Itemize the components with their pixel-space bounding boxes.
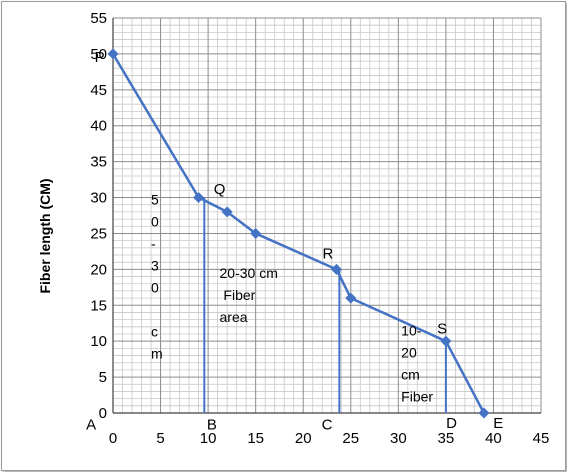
point-label: R (323, 246, 334, 263)
point-label: S (437, 320, 447, 337)
point-labels: P Q R S A B C D E (86, 49, 503, 434)
annotation-line: 0 (151, 280, 159, 296)
x-tick-label: 10 (200, 430, 217, 447)
annotations: 5 0 - 3 0 c m 20-30 cm Fiber area 10- 20 cm Fiber (151, 192, 433, 405)
y-tick-label: 15 (90, 297, 107, 314)
major-grid (112, 17, 542, 414)
data-point (440, 335, 452, 347)
x-tick-label: 5 (156, 430, 164, 447)
y-tick-label: 10 (90, 333, 107, 350)
x-tick-label: 15 (247, 430, 264, 447)
data-point (331, 263, 343, 275)
annotation-line: 5 (151, 192, 159, 208)
y-tick-label: 50 (90, 46, 107, 63)
x-tick-label: 40 (485, 430, 502, 447)
x-tick-label: 25 (342, 430, 359, 447)
data-point (478, 407, 490, 419)
annotation-line: area (220, 309, 248, 325)
annotation: 20-30 cm Fiber area (220, 265, 278, 325)
annotation-line: 0 (151, 214, 159, 230)
data-point (193, 192, 205, 204)
point-label: P (95, 49, 105, 66)
point-label: E (493, 415, 503, 432)
y-tick-label: 25 (90, 225, 107, 242)
point-label: B (207, 416, 217, 433)
x-tick-label: 30 (390, 430, 407, 447)
axes (112, 18, 541, 414)
annotation-line: 3 (151, 258, 159, 274)
annotation-line: - (151, 236, 156, 252)
y-tick-label: 35 (90, 154, 107, 171)
x-tick-label: 35 (438, 430, 455, 447)
point-label: Q (214, 181, 226, 198)
point-label: A (86, 416, 96, 433)
x-tick-label: 0 (109, 430, 117, 447)
y-tick-label: 0 (99, 405, 107, 422)
y-tick-label: 5 (99, 369, 107, 386)
annotation-line: Fiber (220, 287, 256, 303)
data-series (107, 48, 490, 419)
data-point (221, 206, 233, 218)
annotation-line (151, 302, 155, 318)
annotation-line: cm (401, 366, 420, 382)
annotation-line: Fiber (401, 388, 433, 404)
x-tick-label: 20 (295, 430, 312, 447)
annotation: 10- 20 cm Fiber (401, 322, 433, 404)
y-tick-label: 30 (90, 190, 107, 207)
data-point (250, 227, 262, 239)
point-label: C (322, 416, 333, 433)
data-point (107, 48, 119, 60)
y-tick-label: 45 (90, 82, 107, 99)
minor-grid (113, 18, 541, 413)
annotation-line: c (151, 324, 158, 340)
y-tick-label: 20 (90, 261, 107, 278)
drop-lines (203, 197, 447, 413)
x-tick-label: 45 (533, 430, 550, 447)
annotation-line: m (151, 346, 163, 362)
y-tick-label: 40 (90, 118, 107, 135)
annotation-line: 20 (401, 344, 417, 360)
series-line (111, 53, 486, 414)
y-axis-label: Fiber length (CM) (37, 178, 53, 293)
annotation-line: 10- (401, 322, 422, 338)
data-point (345, 292, 357, 304)
annotation-line: 20-30 cm (220, 265, 278, 281)
point-label: D (446, 415, 457, 432)
y-tick-label: 55 (90, 10, 107, 27)
